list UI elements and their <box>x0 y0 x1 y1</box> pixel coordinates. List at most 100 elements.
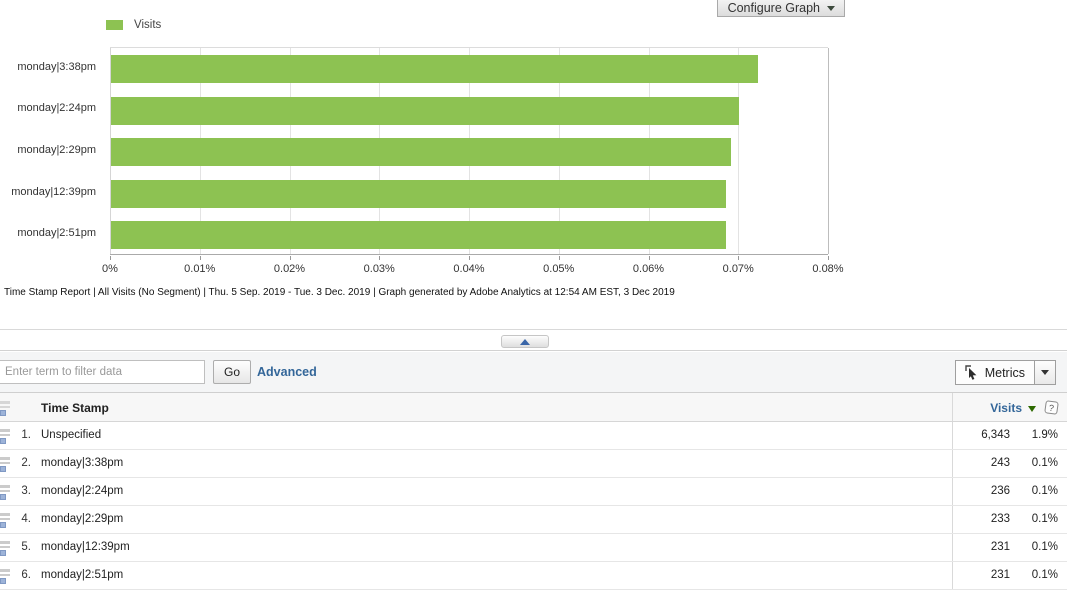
column-separator <box>952 450 953 477</box>
y-axis-category-label: monday|2:29pm <box>17 144 96 156</box>
row-label[interactable]: monday|2:51pm <box>41 569 124 581</box>
collapse-graph-handle[interactable] <box>501 335 549 348</box>
metrics-split-button[interactable]: Metrics <box>954 360 1056 385</box>
x-axis-tick-label: 0.04% <box>453 263 485 275</box>
y-axis-category-label: monday|2:24pm <box>17 102 96 115</box>
visits-bar[interactable] <box>111 55 758 83</box>
row-visits-value: 231 <box>990 569 1010 581</box>
table-row: 2. monday|3:38pm 243 0.1% <box>0 450 1067 478</box>
y-axis-category-label: monday|3:38pm <box>17 60 96 73</box>
metrics-button[interactable]: Metrics <box>954 360 1035 385</box>
row-label[interactable]: monday|2:29pm <box>41 513 124 525</box>
row-visits-percent: 0.1% <box>1031 541 1058 553</box>
legend-label: Visits <box>134 19 162 31</box>
row-visits-percent: 0.1% <box>1031 485 1058 497</box>
row-label[interactable]: Unspecified <box>41 429 102 441</box>
configure-graph-button[interactable]: Configure Graph <box>716 0 845 17</box>
axis-tick <box>379 256 381 260</box>
axis-tick <box>828 256 829 260</box>
visits-bar[interactable] <box>111 179 726 208</box>
breakdown-icon[interactable] <box>0 457 11 472</box>
panel-divider <box>0 331 1067 351</box>
row-number: 4. <box>21 513 31 525</box>
column-separator <box>952 534 953 561</box>
table-row: 4. monday|2:29pm 233 0.1% <box>0 506 1067 534</box>
chevron-down-icon <box>827 5 835 11</box>
breakdown-icon[interactable] <box>0 541 11 556</box>
chevron-down-icon <box>1041 370 1049 375</box>
column-header-visits[interactable]: Visits <box>990 401 1022 415</box>
x-axis-tick-label: 0.08% <box>812 263 844 275</box>
metrics-dropdown-button[interactable] <box>1035 360 1056 385</box>
y-axis-category-label: monday|2:51pm <box>17 227 96 240</box>
bar-chart-plot-area <box>110 47 829 260</box>
column-separator <box>952 393 953 421</box>
row-number: 2. <box>21 457 31 469</box>
column-separator <box>952 562 953 589</box>
table-header-row: Time Stamp Visits ? <box>0 392 1067 422</box>
x-axis-tick-label: 0.06% <box>632 263 665 275</box>
sort-descending-icon[interactable] <box>1028 406 1036 412</box>
axis-tick <box>110 256 111 260</box>
row-label[interactable]: monday|2:24pm <box>41 485 124 497</box>
row-number: 5. <box>21 541 31 553</box>
filter-input[interactable] <box>0 360 205 384</box>
axis-tick <box>469 256 470 260</box>
go-button[interactable]: Go <box>213 360 252 384</box>
visits-bar[interactable] <box>111 221 726 250</box>
chart-panel: Configure Graph Visits monday|3:38pm mond… <box>0 0 1067 330</box>
axis-tick <box>648 256 650 260</box>
x-axis-tick-label: 0% <box>102 263 118 275</box>
x-axis-tick-label: 0.03% <box>363 263 395 275</box>
row-label[interactable]: monday|12:39pm <box>41 541 130 553</box>
help-icon[interactable]: ? <box>1044 400 1059 415</box>
row-label[interactable]: monday|3:38pm <box>41 457 124 469</box>
row-visits-percent: 0.1% <box>1031 457 1058 469</box>
table-row: 1. Unspecified 6,343 1.9% <box>0 422 1067 450</box>
report-table: Time Stamp Visits ? 1. Unspecified 6,343 1.… <box>0 392 1067 590</box>
configure-graph-label: Configure Graph <box>727 1 820 15</box>
table-row: 3. monday|2:24pm 236 0.1% <box>0 478 1067 506</box>
table-body: 1. Unspecified 6,343 1.9% 2. monday|3:38pm 243… <box>0 422 1067 590</box>
column-options-icon[interactable] <box>0 401 11 416</box>
metrics-label: Metrics <box>984 365 1025 380</box>
gridline <box>828 48 829 254</box>
x-axis-tick-label: 0.07% <box>722 263 754 275</box>
gridline <box>738 48 740 254</box>
row-visits-percent: 0.1% <box>1031 569 1058 581</box>
breakdown-icon[interactable] <box>0 569 11 584</box>
x-axis-tick-label: 0.05% <box>543 263 575 275</box>
visits-bar[interactable] <box>111 96 740 125</box>
x-axis-tick-label: 0.02% <box>273 263 306 275</box>
row-number: 3. <box>21 485 31 497</box>
advanced-link[interactable]: Advanced <box>257 365 317 379</box>
row-visits-value: 233 <box>990 513 1010 525</box>
column-separator <box>952 478 953 505</box>
breakdown-icon[interactable] <box>0 513 11 528</box>
cursor-select-icon <box>965 365 977 380</box>
axis-tick <box>289 256 291 260</box>
axis-tick <box>558 256 560 260</box>
y-axis-category-label: monday|12:39pm <box>11 185 96 198</box>
breakdown-icon[interactable] <box>0 429 11 444</box>
axis-tick <box>738 256 740 260</box>
filter-bar: Go Advanced Metrics <box>0 352 1067 392</box>
row-visits-value: 243 <box>990 457 1010 469</box>
row-visits-value: 6,343 <box>981 429 1010 441</box>
gridline <box>110 48 111 254</box>
row-visits-value: 231 <box>990 541 1010 553</box>
report-caption: Time Stamp Report | All Visits (No Segme… <box>4 287 675 298</box>
visits-bar[interactable] <box>111 138 732 167</box>
row-number: 1. <box>21 429 31 441</box>
row-visits-percent: 0.1% <box>1031 513 1058 525</box>
row-number: 6. <box>21 569 31 581</box>
column-header-time-stamp: Time Stamp <box>41 401 109 415</box>
axis-tick <box>199 256 201 260</box>
triangle-up-icon <box>520 338 530 345</box>
table-row: 6. monday|2:51pm 231 0.1% <box>0 562 1067 590</box>
legend-swatch-visits <box>106 20 123 30</box>
x-axis-tick-label: 0.01% <box>184 263 216 275</box>
breakdown-icon[interactable] <box>0 485 11 500</box>
column-separator <box>952 422 953 449</box>
row-visits-percent: 1.9% <box>1031 429 1058 441</box>
